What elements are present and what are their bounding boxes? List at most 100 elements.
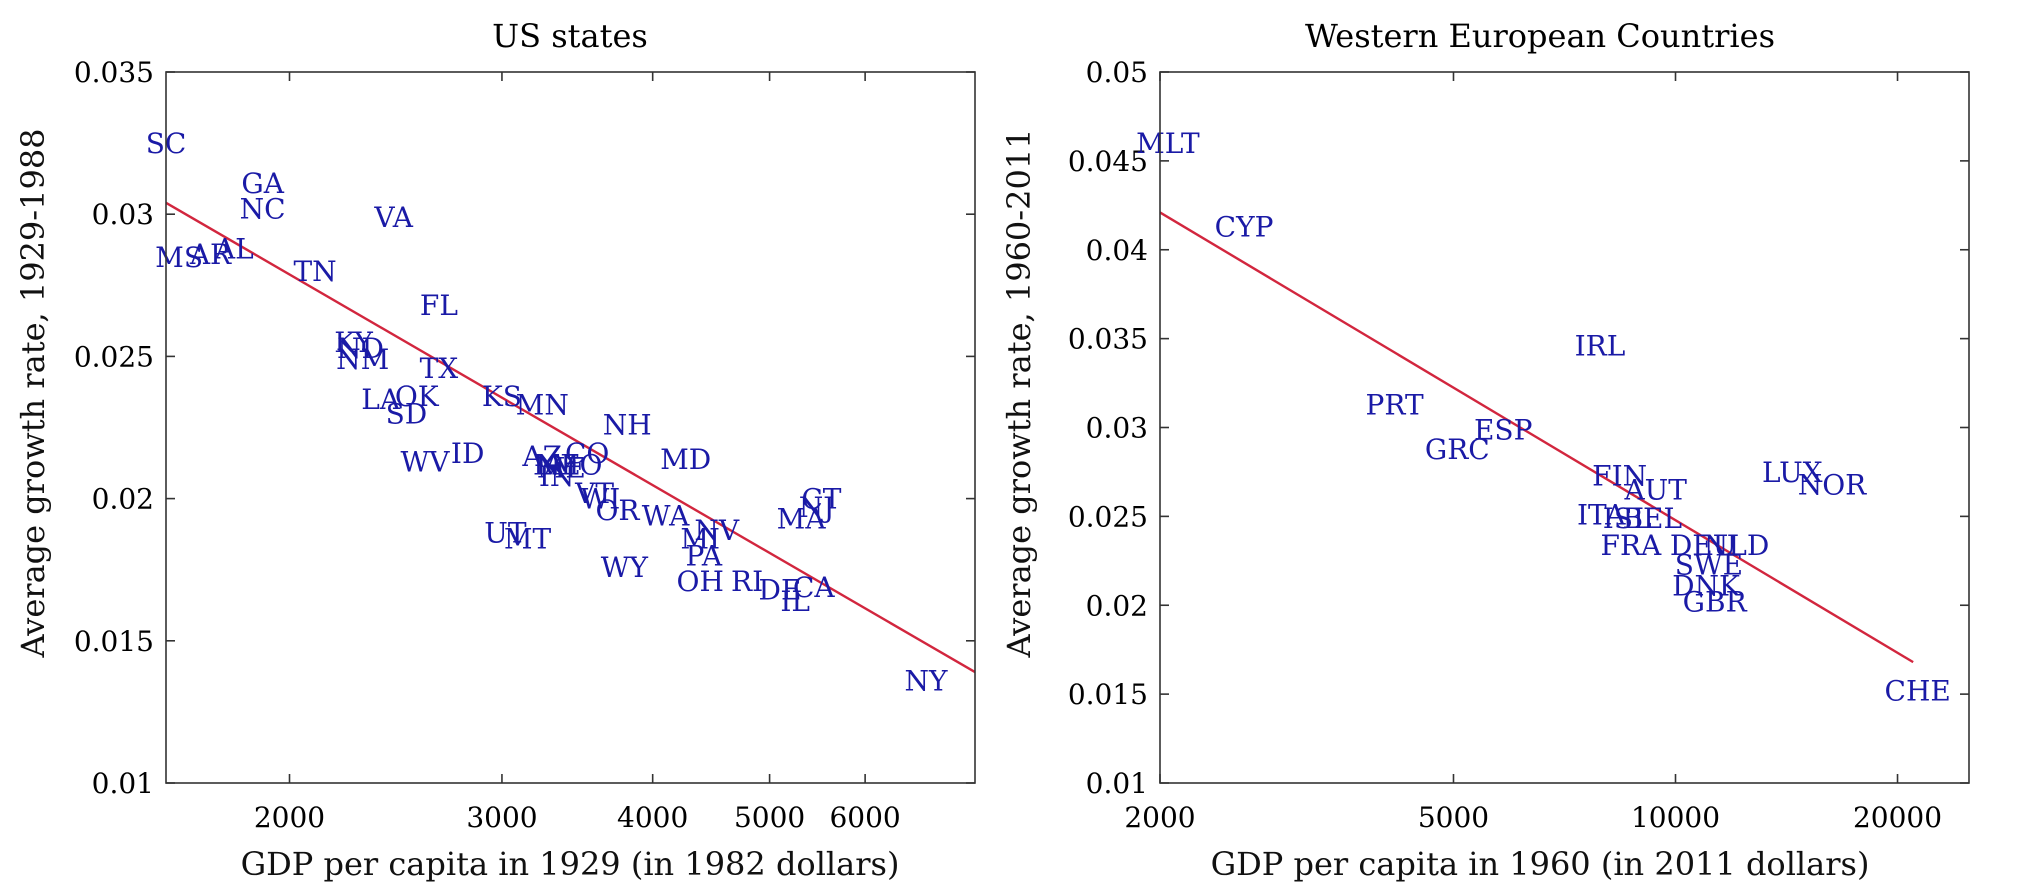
y-tick-label: 0.03 xyxy=(1086,412,1148,445)
point-label-oh: OH xyxy=(677,565,724,598)
point-label-ga: GA xyxy=(241,167,284,200)
point-label-in: IN xyxy=(539,460,575,493)
point-label-or: OR xyxy=(595,494,640,527)
y-tick-label: 0.05 xyxy=(1086,56,1148,89)
point-label-md: MD xyxy=(660,443,711,476)
x-tick-label: 5000 xyxy=(1418,801,1489,834)
y-tick-label: 0.015 xyxy=(1068,678,1148,711)
point-label-wv: WV xyxy=(400,446,450,479)
point-label-esp: ESP xyxy=(1474,413,1532,446)
us-states-panel: US states Average growth rate, 1929-1988… xyxy=(14,17,976,882)
point-label-prt: PRT xyxy=(1366,388,1424,421)
y-tick-label: 0.01 xyxy=(92,767,154,800)
y-tick-label: 0.04 xyxy=(1086,234,1148,267)
point-label-ita: ITA xyxy=(1577,499,1626,532)
chart-title: US states xyxy=(492,17,648,55)
point-label-mn: MN xyxy=(516,389,569,422)
point-label-mo: MO xyxy=(551,448,603,481)
axis-ticks: 2000 3000 4000 5000 6000 0.01 0.015 0.02 0.025 0.… xyxy=(74,56,975,834)
point-label-ne: NE xyxy=(536,448,581,481)
point-label-va: VA xyxy=(373,201,413,234)
plot-area-frame xyxy=(165,71,976,784)
x-tick-label: 5000 xyxy=(734,801,805,834)
point-label-aut: AUT xyxy=(1623,474,1687,507)
x-axis-label: GDP per capita in 1929 (in 1982 dollars) xyxy=(241,845,900,882)
point-label-fin: FIN xyxy=(1592,459,1647,492)
axis-ticks: 2000 5000 10000 20000 0.01 0.015 0.02 0.025 0.03… xyxy=(1068,56,1969,834)
point-label-nv: NV xyxy=(694,514,740,547)
x-tick-label: 4000 xyxy=(617,801,688,834)
point-label-mlt: MLT xyxy=(1136,127,1200,160)
x-tick-label: 3000 xyxy=(466,801,537,834)
point-label-ct: CT xyxy=(801,483,841,516)
point-label-il: IL xyxy=(780,585,810,618)
point-label-deu: DEU xyxy=(1670,529,1737,562)
point-label-tx: TX xyxy=(420,352,459,385)
point-label-bel: BEL xyxy=(1622,502,1682,535)
point-label-grc: GRC xyxy=(1425,433,1490,466)
y-tick-label: 0.02 xyxy=(1086,589,1148,622)
point-label-nc: NC xyxy=(240,193,286,226)
y-axis-label: Average growth rate, 1960-2011 xyxy=(1000,128,1038,658)
y-tick-label: 0.025 xyxy=(1068,500,1148,533)
fit-line xyxy=(1159,211,1914,664)
point-label-mt: MT xyxy=(504,522,552,555)
chart-title: Western European Countries xyxy=(1305,17,1775,55)
point-label-tn: TN xyxy=(293,255,336,288)
point-label-vt: VT xyxy=(574,477,614,510)
y-tick-label: 0.035 xyxy=(74,56,154,89)
europe-panel: Western European Countries Average growt… xyxy=(1000,17,1970,882)
y-tick-label: 0.015 xyxy=(74,625,154,658)
point-label-me: ME xyxy=(537,451,586,484)
y-tick-label: 0.01 xyxy=(1086,767,1148,800)
point-label-az: AZ xyxy=(521,440,562,473)
point-label-irl: IRL xyxy=(1575,330,1626,363)
point-label-mi: MI xyxy=(680,522,720,555)
point-label-nld: NLD xyxy=(1704,529,1770,562)
point-label-ky: KY xyxy=(334,326,373,359)
point-label-nj: NJ xyxy=(799,491,835,524)
x-tick-label: 2000 xyxy=(254,801,325,834)
point-label-nor: NOR xyxy=(1798,468,1867,501)
point-label-isl: ISL xyxy=(1603,502,1652,535)
point-label-ok: OK xyxy=(395,380,440,413)
fit-line xyxy=(165,201,976,674)
point-label-dnk: DNK xyxy=(1672,570,1741,603)
point-label-ma: MA xyxy=(777,503,827,536)
point-label-gbr: GBR xyxy=(1683,586,1748,619)
y-tick-label: 0.025 xyxy=(74,340,154,373)
y-tick-label: 0.03 xyxy=(92,198,154,231)
y-tick-label: 0.02 xyxy=(92,483,154,516)
point-label-che: CHE xyxy=(1885,675,1951,708)
point-label-nm: NM xyxy=(336,343,389,376)
x-tick-label: 2000 xyxy=(1124,801,1195,834)
y-tick-label: 0.035 xyxy=(1068,323,1148,356)
point-label-ks: KS xyxy=(482,380,522,413)
y-tick-label: 0.045 xyxy=(1068,145,1148,178)
point-label-fl: FL xyxy=(420,289,458,322)
point-label-ms: MS xyxy=(155,241,203,274)
plot-area-frame xyxy=(1159,71,1970,784)
x-tick-label: 6000 xyxy=(829,801,900,834)
point-label-la: LA xyxy=(361,383,401,416)
point-label-nh: NH xyxy=(603,409,652,442)
point-label-de: DE xyxy=(759,574,802,607)
point-label-fra: FRA xyxy=(1601,529,1663,562)
y-axis-label: Average growth rate, 1929-1988 xyxy=(14,128,52,658)
point-label-wi: WI xyxy=(580,483,620,516)
x-tick-label: 20000 xyxy=(1853,801,1942,834)
point-label-ny: NY xyxy=(905,665,949,698)
point-label-ut: UT xyxy=(484,517,527,550)
point-label-pa: PA xyxy=(686,539,723,572)
point-label-ca: CA xyxy=(793,571,835,604)
point-label-swe: SWE xyxy=(1675,548,1743,581)
point-label-ar: AR xyxy=(189,238,232,271)
point-label-wy: WY xyxy=(601,551,649,584)
point-label-nd: ND xyxy=(337,332,384,365)
point-label-al: AL xyxy=(214,232,254,265)
point-label-ia: IA xyxy=(533,448,565,481)
point-label-wa: WA xyxy=(642,500,690,533)
